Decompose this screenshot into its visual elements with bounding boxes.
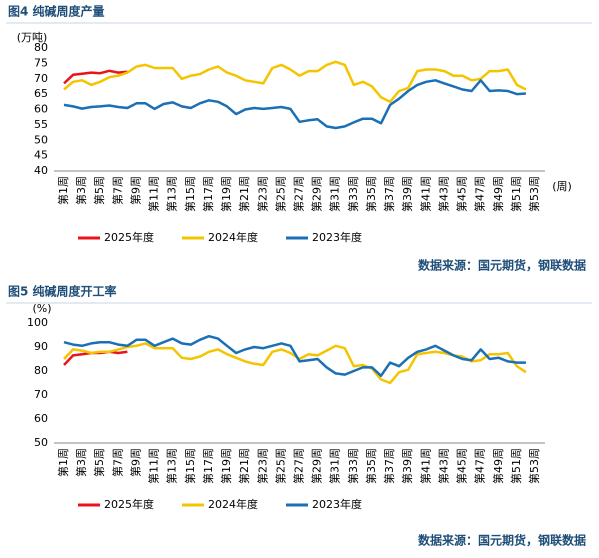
legend-label: 2024年度 [208, 497, 258, 511]
x-tick-label: 第51周 [509, 448, 523, 484]
x-tick-label: 第25周 [273, 176, 287, 212]
x-tick-label: 第9周 [128, 176, 142, 205]
x-tick-label: 第23周 [255, 176, 269, 212]
x-tick-label: 第47周 [473, 176, 487, 212]
legend-label: 2025年度 [104, 230, 154, 244]
x-tick-label: 第1周 [56, 176, 70, 205]
y-tick-label: 70 [34, 388, 48, 401]
y-tick-label: 75 [34, 56, 48, 69]
x-tick-label: 第17周 [201, 176, 215, 212]
series-line [63, 342, 527, 385]
y-tick-label: 60 [34, 103, 48, 116]
y-axis-label: (%) [32, 302, 51, 315]
chart-title: 图5 纯碱周度开工率 [8, 284, 117, 299]
chart-title: 图4 纯碱周度产量 [8, 4, 105, 19]
legend-label: 2025年度 [104, 497, 154, 511]
x-tick-label: 第3周 [74, 176, 88, 205]
y-tick-label: 90 [34, 340, 48, 353]
series-line [63, 69, 128, 85]
x-tick-label: 第3周 [74, 448, 88, 477]
x-tick-label: 第39周 [400, 448, 414, 484]
series-line [63, 350, 128, 366]
x-tick-label: 第13周 [165, 448, 179, 484]
y-tick-label: 65 [34, 87, 48, 100]
series-line [63, 334, 526, 378]
x-tick-label: 第15周 [183, 176, 197, 212]
series-line [63, 60, 527, 104]
x-tick-label: 第39周 [400, 176, 414, 212]
x-tick-label: 第11周 [147, 176, 161, 212]
source-note: 数据来源：国元期货，钢联数据 [418, 258, 586, 273]
x-tick-label: 第45周 [455, 176, 469, 212]
x-tick-label: 第21周 [237, 448, 251, 484]
x-tick-label: 第33周 [346, 176, 360, 212]
series-line [63, 79, 526, 130]
chart: 图4 纯碱周度产量 40 45 50 55 60 65 70 75 80(万吨) 第1周 第3周 第5周… [6, 4, 592, 273]
legend-label: 2023年度 [312, 497, 362, 511]
x-tick-label: 第23周 [255, 448, 269, 484]
x-tick-label: 第19周 [219, 448, 233, 484]
x-tick-label: 第31周 [328, 176, 342, 212]
x-tick-label: 第43周 [436, 448, 450, 484]
y-tick-label: 40 [34, 164, 48, 177]
y-tick-label: 80 [34, 41, 48, 54]
x-tick-label: 第1周 [56, 448, 70, 477]
x-tick-label: 第9周 [128, 448, 142, 477]
x-tick-label: 第37周 [382, 448, 396, 484]
x-tick-label: 第11周 [147, 448, 161, 484]
x-tick-label: 第13周 [165, 176, 179, 212]
x-tick-label: 第25周 [273, 448, 287, 484]
source-note: 数据来源：国元期货，钢联数据 [418, 533, 586, 548]
x-tick-label: 第41周 [418, 448, 432, 484]
x-tick-label: 第37周 [382, 176, 396, 212]
x-tick-label: 第7周 [110, 448, 124, 477]
x-tick-label: 第41周 [418, 176, 432, 212]
x-tick-label: 第27周 [292, 448, 306, 484]
x-tick-label: 第27周 [292, 176, 306, 212]
x-tick-label: 第29周 [310, 176, 324, 212]
x-tick-label: 第29周 [310, 448, 324, 484]
y-tick-label: 70 [34, 72, 48, 85]
x-tick-label: 第49周 [491, 448, 505, 484]
x-tick-label: 第21周 [237, 176, 251, 212]
x-tick-label: 第15周 [183, 448, 197, 484]
x-tick-label: 第43周 [436, 176, 450, 212]
x-tick-label: 第45周 [455, 448, 469, 484]
y-tick-label: 55 [34, 118, 48, 131]
x-tick-label: 第49周 [491, 176, 505, 212]
x-tick-label: 第5周 [92, 176, 106, 205]
x-tick-label: 第35周 [364, 176, 378, 212]
legend-label: 2024年度 [208, 230, 258, 244]
x-tick-label: 第31周 [328, 448, 342, 484]
y-tick-label: 80 [34, 364, 48, 377]
x-tick-label: 第47周 [473, 448, 487, 484]
y-tick-label: 60 [34, 412, 48, 425]
x-tick-label: 第51周 [509, 176, 523, 212]
y-axis-label: (万吨) [17, 31, 48, 44]
x-axis-label: (周) [552, 180, 572, 193]
y-tick-label: 100 [27, 316, 48, 329]
y-tick-label: 45 [34, 149, 48, 162]
y-tick-label: 50 [34, 133, 48, 146]
legend-label: 2023年度 [312, 230, 362, 244]
x-tick-label: 第33周 [346, 448, 360, 484]
x-tick-label: 第17周 [201, 448, 215, 484]
x-tick-label: 第7周 [110, 176, 124, 205]
x-tick-label: 第19周 [219, 176, 233, 212]
x-tick-label: 第35周 [364, 448, 378, 484]
x-tick-label: 第53周 [527, 448, 541, 484]
x-tick-label: 第53周 [527, 176, 541, 212]
chart: 图5 纯碱周度开工率 50 60 70 80 90 100(%) 第1周 第3周 第5周 第7周 第9… [6, 284, 592, 548]
x-tick-label: 第5周 [92, 448, 106, 477]
y-tick-label: 50 [34, 436, 48, 449]
